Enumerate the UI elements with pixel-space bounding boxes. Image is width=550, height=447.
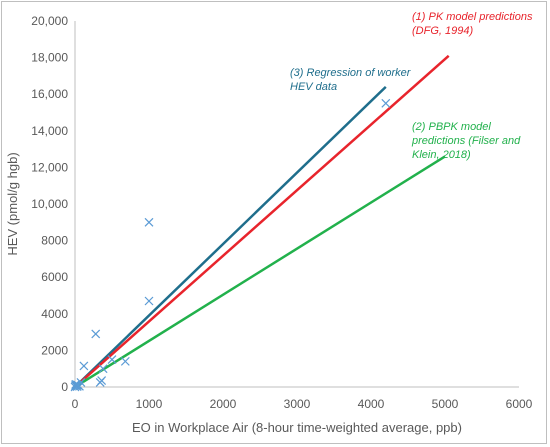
point-stroke (144, 296, 154, 306)
annotation-line: (3) Regression of worker (290, 67, 412, 79)
point-stroke (381, 98, 391, 108)
series-line-3 (74, 155, 446, 389)
data-point (91, 329, 101, 339)
annotation-line: Klein, 2018) (412, 149, 471, 161)
data-point (107, 355, 117, 364)
x-tick-label: 6000 (506, 397, 533, 411)
data-point (144, 296, 154, 306)
point-stroke (91, 329, 101, 339)
point-stroke (97, 376, 107, 386)
y-tick-label: 12,000 (31, 160, 68, 174)
axes (74, 21, 519, 388)
annotation-line: (DFG, 1994) (412, 25, 473, 37)
annotation-1: (1) PK model predictions (DFG, 1994) (412, 11, 533, 37)
point-stroke (76, 378, 86, 387)
series-line-2 (74, 54, 450, 388)
y-tick-label: 4000 (41, 307, 68, 321)
y-tick-label: 10,000 (31, 197, 68, 211)
x-tick-label: 3000 (284, 397, 311, 411)
y-tick-label: 6000 (41, 270, 68, 284)
y-tick-label: 2000 (41, 343, 68, 357)
y-tick-label: 8000 (41, 234, 68, 248)
data-point (381, 98, 391, 108)
y-tick-label: 0 (61, 380, 68, 394)
annotation-3: (2) PBPK model predictions (Filser and Kle… (411, 121, 521, 161)
x-tick-labels: 0 1000 2000 3000 4000 5000 6000 (72, 397, 533, 411)
x-tick-label: 2000 (210, 397, 237, 411)
x-tick-label: 4000 (358, 397, 385, 411)
annotation-line: HEV data (290, 81, 337, 93)
data-points (70, 98, 391, 392)
y-tick-label: 20,000 (31, 14, 68, 28)
data-point (120, 356, 130, 366)
data-point (76, 378, 86, 387)
y-tick-labels: 0 2000 4000 6000 8000 10,000 12,000 14,000 16,00… (31, 14, 68, 394)
x-tick-label: 0 (72, 397, 79, 411)
data-point (144, 217, 154, 227)
series-line-1 (74, 85, 387, 388)
x-axis-label: EO in Workplace Air (8-hour time-weighte… (132, 420, 462, 435)
point-stroke (120, 356, 130, 366)
point-stroke (144, 217, 154, 227)
x-tick-label: 1000 (136, 397, 163, 411)
annotation-line: (1) PK model predictions (412, 11, 533, 23)
y-tick-label: 14,000 (31, 124, 68, 138)
annotation-line: (2) PBPK model (412, 121, 491, 133)
annotation-2: (3) Regression of worker HEV data (290, 67, 412, 93)
point-stroke (79, 361, 89, 371)
annotations: (1) PK model predictions (DFG, 1994) (3) R… (290, 11, 533, 161)
y-axis-label: HEV (pmol/g hgb) (5, 152, 20, 255)
point-stroke (98, 364, 108, 374)
y-tick-label: 18,000 (31, 51, 68, 65)
annotation-line: predictions (Filser and (411, 135, 521, 147)
data-point (79, 361, 89, 371)
data-point (98, 364, 108, 374)
series-lines (74, 54, 450, 389)
y-tick-label: 16,000 (31, 87, 68, 101)
data-point (97, 376, 107, 386)
x-tick-label: 5000 (432, 397, 459, 411)
point-stroke (107, 355, 117, 364)
